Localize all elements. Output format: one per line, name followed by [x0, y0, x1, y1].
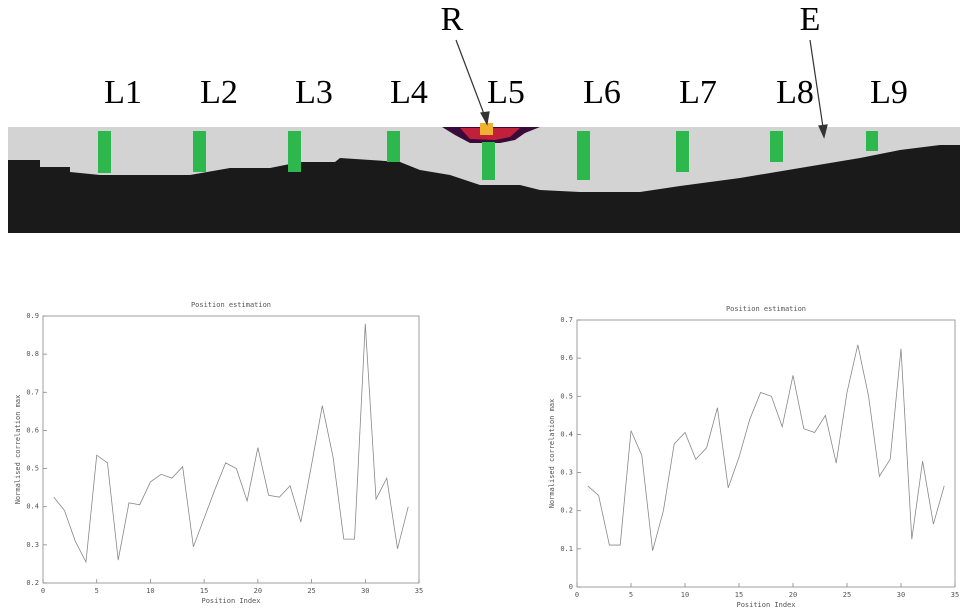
sensors	[98, 131, 878, 180]
sensor	[288, 131, 301, 172]
sensor	[676, 131, 689, 172]
x-tick-label: 0	[575, 591, 579, 599]
sensor	[577, 131, 590, 180]
y-tick-label: 0.5	[26, 465, 39, 473]
x-tick-label: 10	[146, 587, 154, 595]
y-tick-label: 0.6	[560, 354, 573, 362]
y-tick-label: 0.8	[26, 350, 39, 358]
y-axis-label: Normalised correlation max	[14, 395, 22, 505]
line-series	[53, 323, 409, 564]
x-tick-label: 25	[843, 591, 851, 599]
x-tick-label: 5	[95, 587, 99, 595]
plot-frame	[42, 315, 420, 584]
y-tick-label: 0.7	[26, 388, 39, 396]
arrow	[809, 39, 825, 135]
sensor	[770, 131, 783, 162]
x-tick-label: 10	[681, 591, 689, 599]
y-tick-label: 0.4	[560, 430, 573, 438]
line-series	[587, 344, 945, 551]
sensor-label: L1	[104, 74, 142, 111]
sensor-label: L2	[200, 74, 238, 111]
x-tick-label: 35	[951, 591, 959, 599]
sensor	[387, 131, 400, 162]
y-tick-label: 0.4	[26, 503, 39, 511]
x-axis-label: Position Index	[736, 601, 795, 609]
x-tick-label: 15	[200, 587, 208, 595]
terrain	[8, 145, 960, 233]
x-tick-label: 0	[41, 587, 45, 595]
reference-label: R	[441, 1, 464, 38]
sensor	[98, 131, 111, 173]
sensor-label: L7	[679, 74, 717, 111]
reference-point	[480, 123, 493, 135]
arrow-head	[480, 111, 490, 126]
plot-frame	[576, 319, 956, 588]
x-tick-label: 35	[415, 587, 423, 595]
y-tick-label: 0.9	[26, 312, 39, 320]
y-tick-label: 0.2	[560, 507, 573, 515]
sensor-label: L5	[487, 74, 525, 111]
arrow-head	[818, 124, 828, 139]
x-tick-label: 25	[307, 587, 315, 595]
sensor-label: L9	[870, 74, 908, 111]
x-tick-label: 30	[361, 587, 369, 595]
y-tick-label: 0.3	[560, 469, 573, 477]
y-tick-label: 0.3	[26, 541, 39, 549]
x-tick-label: 5	[629, 591, 633, 599]
edge-label: E	[800, 1, 821, 38]
sensor-label: L6	[583, 74, 621, 111]
y-tick-label: 0.7	[560, 316, 573, 324]
sensor-label: L3	[295, 74, 333, 111]
chart-title: Position estimation	[191, 301, 271, 309]
y-tick-label: 0	[569, 583, 573, 591]
sensor	[866, 131, 878, 151]
y-tick-label: 0.5	[560, 392, 573, 400]
x-tick-label: 15	[735, 591, 743, 599]
arrows	[455, 39, 828, 139]
x-tick-label: 20	[789, 591, 797, 599]
y-tick-label: 0.2	[26, 579, 39, 587]
y-tick-label: 0.6	[26, 426, 39, 434]
sensor-label: L4	[390, 74, 428, 111]
arrow	[455, 39, 488, 123]
sensor-labels: L1 L2 L3 L4 L5 L6 L7 L8 L9	[104, 74, 908, 111]
sensor	[193, 131, 206, 172]
cross-section: R E L1 L2 L3 L4 L5 L6 L7 L8 L9	[8, 1, 960, 233]
y-axis-label: Normalised correlation max	[548, 399, 556, 509]
sensor	[482, 142, 495, 180]
x-tick-label: 20	[254, 587, 262, 595]
sensor-label: L8	[776, 74, 814, 111]
x-tick-label: 30	[897, 591, 905, 599]
x-axis-label: Position Index	[201, 597, 260, 605]
y-tick-label: 0.1	[560, 545, 573, 553]
chart-title: Position estimation	[726, 305, 806, 313]
